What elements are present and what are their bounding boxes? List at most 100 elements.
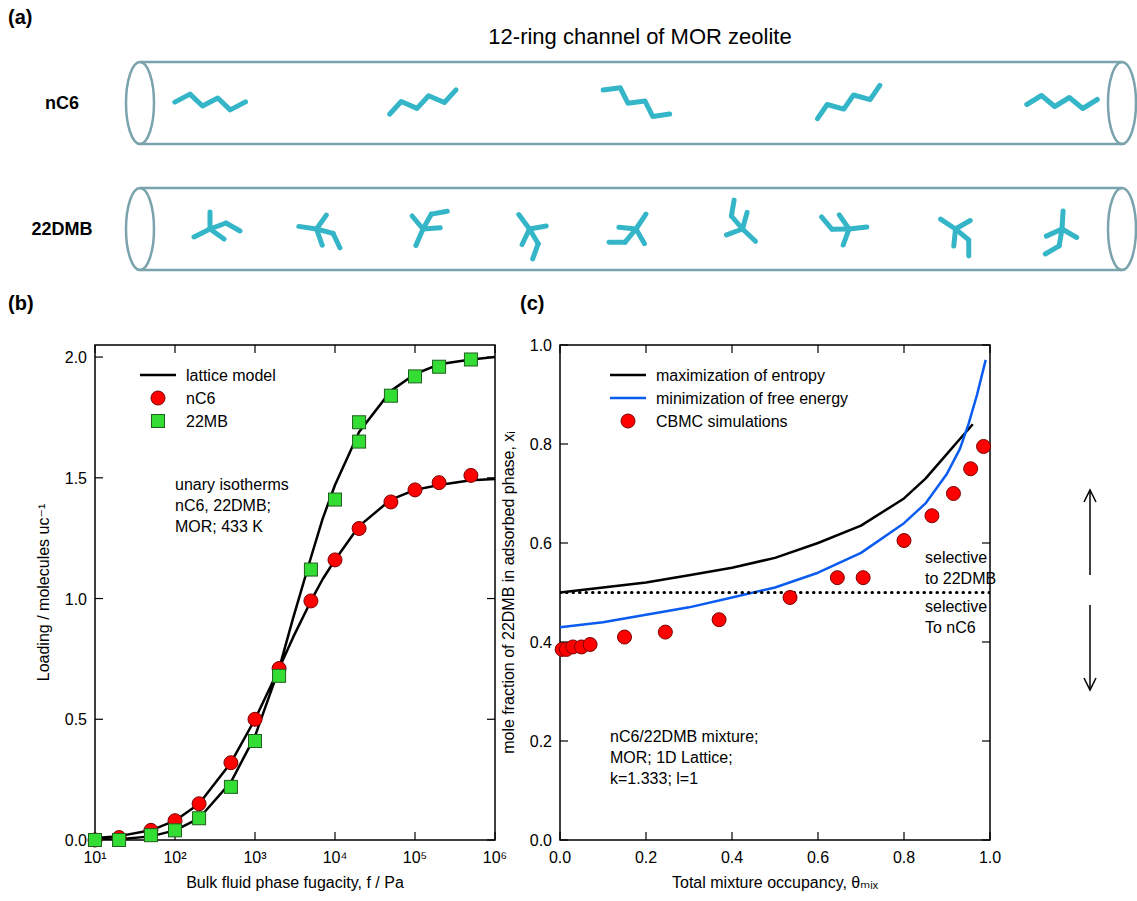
arrow: [1089, 492, 1091, 575]
bond: [210, 223, 226, 229]
x-tick: [334, 345, 335, 353]
arrow-head: [1084, 490, 1096, 502]
x-tick-label: 0.0: [549, 849, 571, 866]
legend-marker: [152, 415, 165, 428]
y-axis-title: Loading / molecules uc⁻¹: [35, 504, 52, 681]
data-point: [248, 712, 262, 726]
x-tick: [254, 832, 255, 840]
data-point: [304, 594, 318, 608]
markers: [555, 439, 990, 656]
x-tick-label: 0.2: [635, 849, 657, 866]
molecule: [822, 215, 867, 245]
legend-label: 22MB: [186, 413, 228, 430]
bond: [636, 214, 646, 229]
data-point: [946, 487, 960, 501]
panel-letter: (a): [8, 6, 32, 28]
x-tick-label: 10⁵: [403, 849, 427, 866]
data-point: [304, 563, 317, 576]
y-tick: [95, 477, 103, 478]
y-axis-title: mole fraction of 22DMB in adsorbed phase…: [500, 431, 517, 754]
annotation: selective: [925, 598, 987, 615]
row-label: 22DMB: [31, 219, 92, 239]
arrow-head: [1084, 678, 1096, 690]
molecule: [941, 219, 971, 256]
bond: [832, 227, 849, 232]
bond: [956, 229, 969, 240]
y-tick: [560, 443, 568, 444]
bond: [1059, 229, 1062, 246]
data-point: [329, 493, 342, 506]
series-line: [560, 360, 986, 627]
legend-label: minimization of free energy: [656, 390, 848, 407]
channel-wall: [140, 187, 1122, 190]
bond: [818, 85, 880, 118]
molecule: [299, 215, 340, 248]
data-point: [856, 571, 870, 585]
annotation: k=1.333; l=1: [610, 770, 698, 787]
data-point: [144, 829, 157, 842]
legend-marker: [151, 391, 165, 405]
x-tick: [817, 832, 818, 840]
x-tick: [94, 345, 95, 353]
y-tick-label: 0.2: [530, 733, 552, 750]
diagram-title: 12-ring channel of MOR zeolite: [488, 24, 791, 49]
y-tick: [95, 356, 103, 357]
x-tick: [414, 832, 415, 840]
x-tick-label: 10⁴: [323, 849, 348, 866]
bond: [519, 215, 530, 229]
data-point: [408, 483, 422, 497]
bond: [175, 94, 246, 110]
y-tick: [95, 719, 103, 720]
data-point: [353, 435, 366, 448]
panel-letter: (b): [8, 292, 34, 314]
bond: [194, 229, 210, 237]
data-point: [783, 590, 797, 604]
data-point: [192, 797, 206, 811]
bond: [603, 88, 670, 117]
y-tick: [487, 598, 495, 599]
arrow: [1089, 605, 1091, 688]
molecule: [818, 85, 880, 118]
panel-letter: (c): [520, 292, 544, 314]
x-tick: [559, 345, 560, 353]
y-tick: [982, 542, 990, 543]
y-tick-label: 0.8: [530, 436, 552, 453]
data-point: [618, 630, 632, 644]
data-point: [897, 534, 911, 548]
data-point: [409, 370, 422, 383]
data-point: [712, 613, 726, 627]
bond: [1027, 96, 1098, 109]
channel: [126, 62, 1136, 144]
data-point: [249, 735, 262, 748]
x-tick: [645, 832, 646, 840]
plot-frame: [560, 345, 990, 840]
channel-end: [126, 188, 154, 270]
data-point: [658, 625, 672, 639]
bond: [423, 214, 431, 229]
lines: [95, 357, 495, 840]
x-tick: [645, 345, 646, 353]
x-tick-label: 0.6: [807, 849, 829, 866]
x-tick: [903, 832, 904, 840]
data-point: [89, 834, 102, 847]
bond: [966, 240, 971, 256]
data-point: [432, 476, 446, 490]
data-point: [328, 553, 342, 567]
molecule: [194, 212, 240, 239]
data-point: [353, 416, 366, 429]
channel-end: [1108, 62, 1136, 144]
annotation: selective: [925, 549, 987, 566]
y-tick: [982, 344, 990, 345]
x-tick-label: 0.4: [721, 849, 743, 866]
data-point: [384, 495, 398, 509]
y-tick-label: 1.0: [530, 337, 552, 354]
bond: [533, 244, 539, 259]
data-point: [224, 756, 238, 770]
bond: [317, 229, 334, 233]
y-tick: [560, 344, 568, 345]
panel-a: (a)12-ring channel of MOR zeolitenC622DM…: [8, 6, 1136, 270]
bond: [226, 223, 240, 231]
bond: [431, 211, 447, 214]
y-tick: [982, 839, 990, 840]
molecule: [519, 215, 546, 259]
